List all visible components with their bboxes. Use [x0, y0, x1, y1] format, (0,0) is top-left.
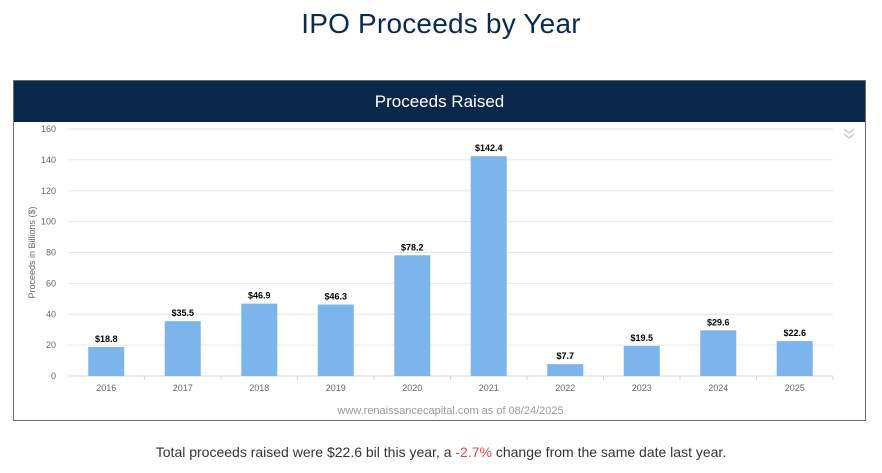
- x-tick-label: 2025: [785, 383, 805, 393]
- x-tick-label: 2022: [555, 383, 575, 393]
- y-tick-label: 140: [41, 155, 56, 165]
- bar: [394, 255, 431, 376]
- x-tick-label: 2021: [479, 383, 499, 393]
- data-label: $46.9: [248, 291, 271, 301]
- change-value: -2.7%: [455, 444, 492, 460]
- bar: [241, 303, 278, 376]
- bar: [623, 345, 660, 376]
- y-tick-label: 20: [46, 340, 56, 350]
- summary-suffix: change from the same date last year.: [491, 444, 727, 460]
- data-label: $46.3: [324, 292, 347, 302]
- data-label: $78.2: [401, 242, 424, 252]
- x-tick-label: 2017: [173, 383, 193, 393]
- data-label: $35.5: [171, 308, 194, 318]
- x-tick-label: 2018: [249, 383, 269, 393]
- x-tick-label: 2023: [632, 383, 652, 393]
- y-tick-label: 160: [41, 124, 56, 134]
- source-credit: www.renaissancecapital.com as of 08/24/2…: [336, 405, 563, 417]
- y-tick-label: 100: [41, 217, 56, 227]
- data-label: $29.6: [707, 317, 730, 327]
- data-label: $7.7: [556, 351, 574, 361]
- bar-chart: 0 20 40 60 80 100 120 140 160 Proceeds in Billion…: [27, 124, 834, 417]
- chart-container: Proceeds Raised 0 20 40 60 80 100 120 140 160 Pro…: [13, 80, 866, 421]
- chart-header: Proceeds Raised: [14, 81, 865, 122]
- page-title: IPO Proceeds by Year: [301, 8, 581, 39]
- data-label: $22.6: [783, 328, 806, 338]
- bar: [700, 330, 737, 376]
- y-axis-title: Proceeds in Billions ($): [27, 206, 37, 298]
- data-label: $18.8: [95, 334, 118, 344]
- x-tick-label: 2016: [96, 383, 116, 393]
- bar: [470, 156, 507, 376]
- bar: [88, 346, 125, 376]
- bar: [164, 321, 201, 376]
- bar: [547, 364, 584, 376]
- data-label: $19.5: [630, 333, 653, 343]
- y-tick-label: 60: [46, 278, 56, 288]
- x-tick-label: 2020: [402, 383, 422, 393]
- bar: [776, 341, 813, 376]
- x-tick-label: 2019: [326, 383, 346, 393]
- y-tick-label: 120: [41, 186, 56, 196]
- x-tick-label: 2024: [708, 383, 728, 393]
- y-tick-label: 40: [46, 309, 56, 319]
- summary-note: Total proceeds raised were $22.6 bil thi…: [0, 444, 882, 460]
- summary-prefix: Total proceeds raised were $22.6 bil thi…: [155, 444, 456, 460]
- data-label: $142.4: [475, 143, 503, 153]
- bar: [317, 304, 354, 376]
- y-tick-label: 0: [51, 371, 56, 381]
- double-chevron-down-icon[interactable]: [840, 125, 858, 141]
- y-tick-label: 80: [46, 248, 56, 258]
